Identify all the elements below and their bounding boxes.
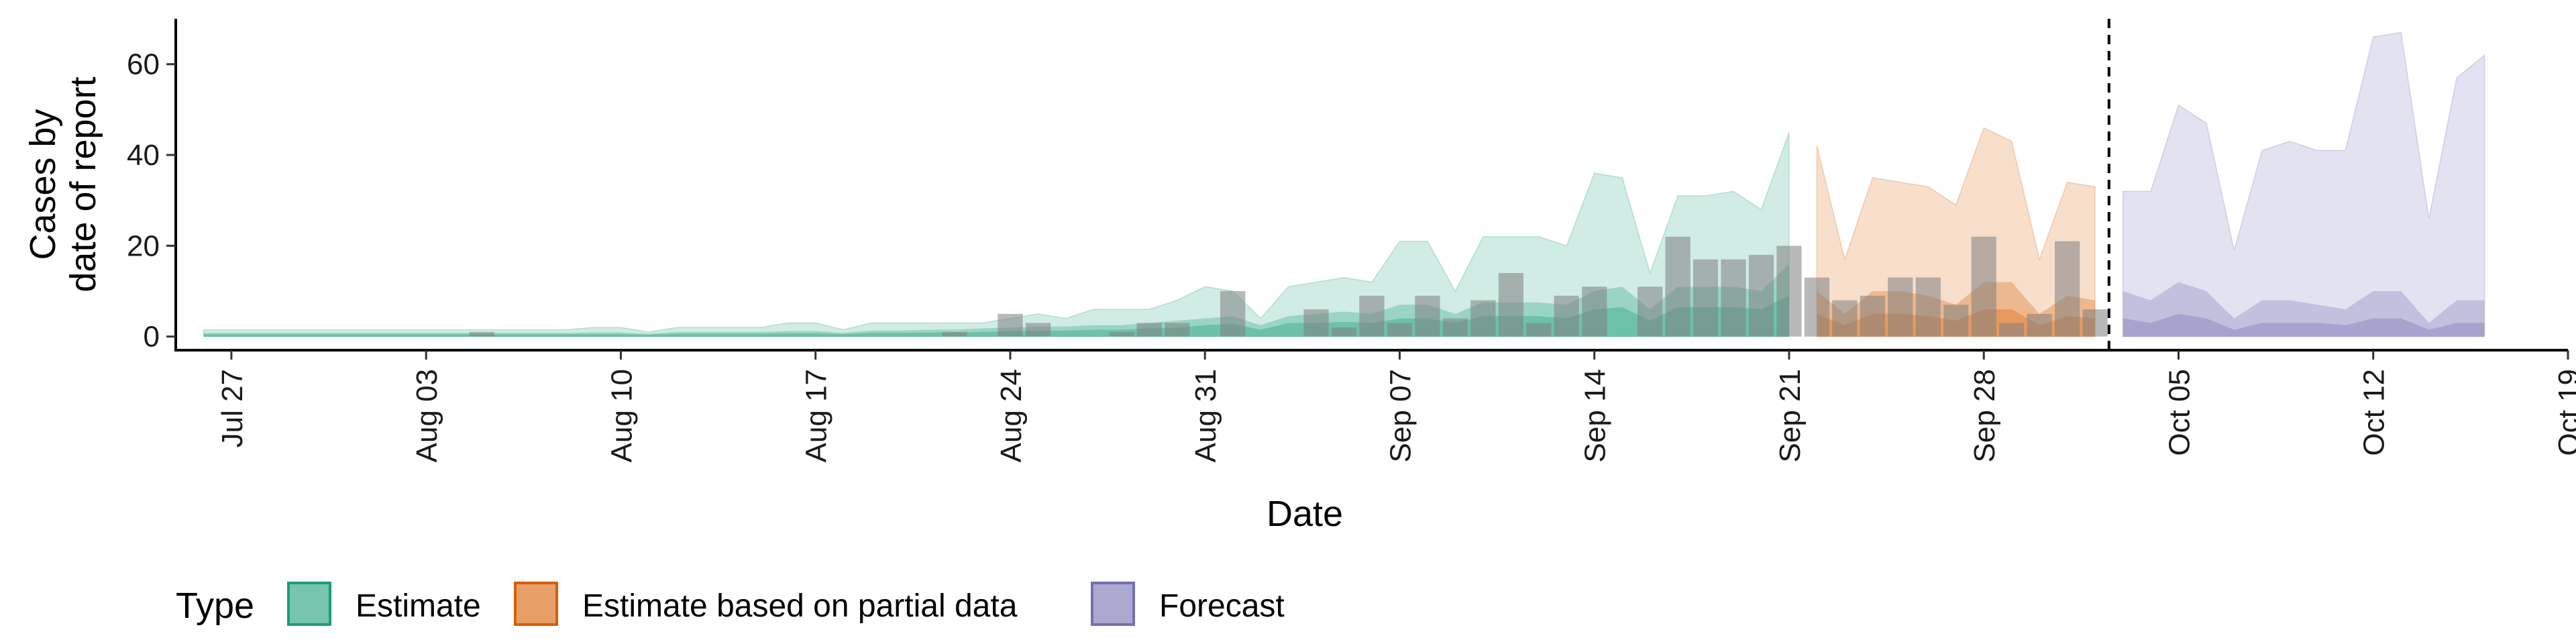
reported-case-bar [1860,295,1885,337]
x-tick-label: Sep 14 [1579,369,1612,462]
reported-case-bar [469,331,494,337]
y-tick-label: 0 [144,321,160,354]
x-tick-label: Aug 17 [800,369,833,462]
x-tick-label: Aug 31 [1189,369,1222,462]
reported-case-bar [942,331,967,337]
reported-case-bar [1526,323,1552,337]
uncertainty-bands [203,32,2485,337]
y-axis-title: Cases bydate of report [23,76,103,292]
reported-case-bar [1554,295,1579,337]
x-tick-label: Aug 03 [411,369,443,462]
reported-case-bar [1665,236,1690,337]
reported-case-bar [2082,309,2108,337]
x-axis-title: Date [1267,494,1343,534]
reported-case-bar [1776,246,1802,337]
forecast-mid-band [2123,282,2485,337]
reported-case-bar [1999,323,2025,337]
forecast-outer-band [2122,32,2485,337]
reported-case-bar [1415,295,1440,337]
reported-case-bar [1721,259,1746,337]
legend-key-estimate-based-on-partial-data [514,582,558,626]
reported-case-bar [1832,300,1858,337]
legend-label-estimate-based-on-partial-data: Estimate based on partial data [582,588,1018,624]
x-tick-label: Jul 27 [216,369,249,447]
axes: 0 20 40 60 Jul 27 Aug 03 Aug 10 Aug 17 Aug 24 Aug… [23,19,2576,534]
reported-case-bar [1359,295,1385,337]
x-tick-label: Sep 07 [1385,369,1417,462]
reported-case-bar [1109,331,1134,337]
reported-case-bar [1498,273,1523,337]
legend-label-forecast: Forecast [1159,588,1285,624]
reported-case-bar [1943,305,1969,337]
legend-label-estimate: Estimate [356,588,481,624]
legend: Type Estimate Estimate based on partial da… [176,582,1285,626]
y-axis-title-line: Cases by [23,109,63,260]
reported-case-bar [1303,309,1329,337]
reported-case-bar [1915,277,1941,337]
legend-key-estimate [287,582,331,626]
legend-key-forecast [1091,582,1135,626]
reported-case-bar [1582,286,1607,337]
x-tick-label: Oct 12 [2358,369,2391,456]
y-tick-label: 20 [127,229,160,262]
reported-case-bar [1693,259,1719,337]
estimate-based-on-partial-data-outer-band [1816,127,2096,337]
reported-case-bar [1025,323,1051,337]
estimate-mid-band [203,264,1789,337]
y-axis-title-line: date of report [63,76,103,292]
reported-case-bar [2027,313,2052,337]
reported-case-bar [1165,323,1190,337]
reported-case-bar [1748,254,1774,337]
legend-title: Type [176,586,254,626]
reported-cases-bars [469,236,2108,337]
reported-case-bar [2055,241,2080,337]
y-tick-label: 60 [127,48,160,81]
reported-case-bar [1220,291,1246,337]
reported-case-bar [1804,277,1830,337]
reported-case-bar [1387,323,1413,337]
reported-case-bar [1442,318,1468,337]
forecast-inner-band [2123,313,2485,337]
x-tick-label: Aug 10 [605,369,638,462]
x-tick-label: Oct 19 [2553,369,2576,456]
x-tick-label: Aug 24 [995,369,1028,462]
reported-case-bar [1136,323,1162,337]
x-tick-label: Sep 28 [1968,369,2001,462]
x-tick-label: Sep 21 [1774,369,1807,462]
x-tick-label: Oct 05 [2163,369,2196,456]
reported-case-bar [1971,236,1996,337]
reported-case-bar [998,313,1023,337]
reported-case-bar [1470,300,1496,337]
reported-case-bar [1888,277,1913,337]
y-tick-label: 40 [127,139,160,172]
reported-case-bar [1638,286,1663,337]
reported-case-bar [1331,327,1357,337]
